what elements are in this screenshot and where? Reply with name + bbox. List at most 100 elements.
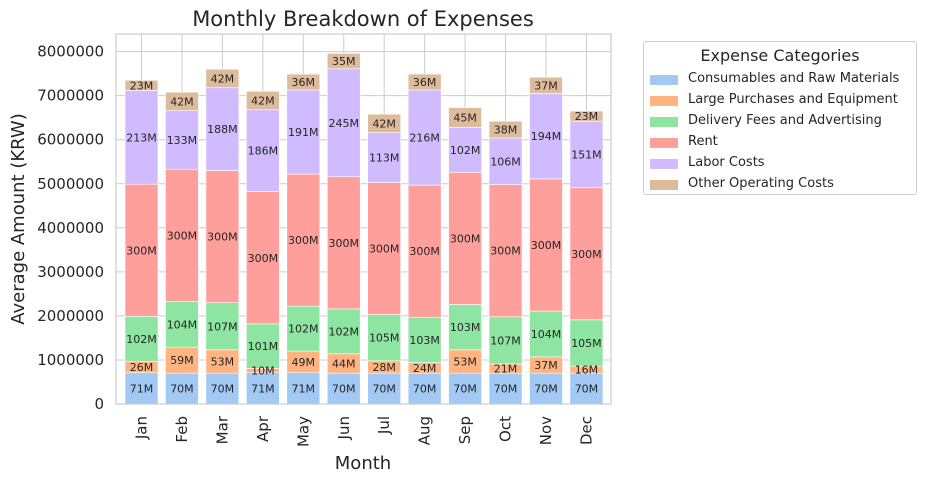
legend-label: Labor Costs <box>688 155 765 170</box>
y-tick-label: 4000000 <box>37 219 104 237</box>
bar-data-label: 300M <box>450 232 481 245</box>
y-axis-ticks: 0 1000000 2000000 3000000 4000000 5000000 6000… <box>37 43 104 413</box>
bar-data-label: 300M <box>490 245 521 258</box>
chart-title: Monthly Breakdown of Expenses <box>192 7 534 31</box>
x-tick-label: Jun <box>335 416 353 440</box>
plot-frame <box>115 33 612 405</box>
bar-data-label: 53M <box>211 355 235 368</box>
bar-segment <box>367 113 402 133</box>
y-tick-label: 0 <box>94 395 104 413</box>
bar-data-label: 102M <box>450 144 481 157</box>
bar-data-label: 70M <box>170 383 194 396</box>
bar-data-label: 300M <box>329 237 360 250</box>
bar-segment <box>124 90 159 185</box>
bar-data-label: 42M <box>372 117 396 130</box>
bar-data-label: 103M <box>409 334 440 347</box>
bar-data-label: 107M <box>490 334 521 347</box>
bar-data-label: 300M <box>167 229 198 242</box>
x-tick-label: May <box>294 416 312 447</box>
bar-data-label: 28M <box>372 361 396 374</box>
bar-data-label: 113M <box>369 152 400 165</box>
bar-segment <box>205 87 240 171</box>
bar-segment <box>569 120 604 189</box>
legend-title: Expense Categories <box>700 46 860 65</box>
bar-data-label: 44M <box>332 357 356 370</box>
bar-segment <box>286 173 321 307</box>
y-tick-label: 3000000 <box>37 263 104 281</box>
y-tick-label: 6000000 <box>37 131 104 149</box>
legend-swatch <box>650 75 678 85</box>
bar-segment <box>367 372 402 405</box>
bar-segment <box>326 68 361 178</box>
bar-segment <box>205 302 240 351</box>
bar-data-label: 151M <box>571 148 602 161</box>
bar-segment <box>488 137 523 185</box>
bar-segment <box>448 172 482 305</box>
bar-data-label: 23M <box>130 79 154 92</box>
bar-segment <box>448 127 482 173</box>
x-tick-label: Feb <box>173 416 191 443</box>
x-tick-label: Jul <box>375 416 393 435</box>
bar-data-label: 26M <box>130 361 154 374</box>
x-axis-ticks: Jan Feb Mar Apr May Jun Jul Aug Sep Oct Nov Dec <box>133 415 596 447</box>
bar-data-label: 70M <box>372 383 396 396</box>
bar-segment <box>407 316 442 363</box>
bar-data-label: 188M <box>207 123 238 136</box>
legend-swatch <box>650 159 678 169</box>
bar-data-label: 102M <box>126 333 157 346</box>
bar-segment <box>165 168 199 302</box>
x-tick-label: Oct <box>497 416 515 442</box>
bar-data-label: 45M <box>453 111 477 124</box>
bar-segment <box>529 93 563 180</box>
bar-segment <box>367 314 402 362</box>
y-tick-label: 1000000 <box>37 351 104 369</box>
bar-segment <box>326 53 361 70</box>
bar-data-label: 36M <box>413 76 437 89</box>
legend-entry: Delivery Fees and Advertising <box>650 113 912 134</box>
bar-segment <box>246 90 280 111</box>
bar-data-label: 300M <box>369 243 400 256</box>
bar-segment <box>569 110 604 122</box>
bar-data-label: 107M <box>207 320 238 333</box>
x-tick-label: Sep <box>456 416 474 444</box>
bars <box>124 53 604 405</box>
bar-data-label: 16M <box>575 364 599 377</box>
bar-segment <box>165 301 199 348</box>
x-tick-label: Dec <box>577 416 595 445</box>
bar-segment <box>124 372 159 405</box>
bar-segment <box>448 107 482 128</box>
y-tick-label: 5000000 <box>37 175 104 193</box>
bar-data-label: 300M <box>126 244 157 257</box>
legend-entry: Consumables and Raw Materials <box>650 71 912 92</box>
bar-data-label: 71M <box>251 382 275 395</box>
bar-data-label: 102M <box>288 323 319 336</box>
legend-label: Consumables and Raw Materials <box>688 71 900 86</box>
bar-data-label: 59M <box>170 354 194 367</box>
bar-data-label: 70M <box>453 383 477 396</box>
bar-segment <box>407 184 442 318</box>
bar-data-label: 70M <box>575 383 599 396</box>
bar-segment <box>448 304 482 351</box>
bar-data-label: 70M <box>413 383 437 396</box>
bar-segment <box>448 372 482 405</box>
x-tick-label: Jan <box>133 416 151 440</box>
bar-data-label: 71M <box>292 382 316 395</box>
bar-segment <box>529 310 563 358</box>
bar-segment <box>165 372 199 405</box>
bar-data-label: 104M <box>167 318 198 331</box>
x-tick-label: Mar <box>213 415 231 444</box>
bar-data-label: 10M <box>251 365 275 378</box>
x-tick-label: Nov <box>537 416 555 445</box>
bar-segment <box>488 316 523 365</box>
bar-data-label: 42M <box>211 72 235 85</box>
bar-segment <box>246 191 280 325</box>
bar-data-label: 38M <box>494 124 518 137</box>
legend-entry: Other Operating Costs <box>650 176 912 197</box>
y-tick-label: 2000000 <box>37 307 104 325</box>
legend-entry: Rent <box>650 134 912 155</box>
bar-data-label: 70M <box>494 383 518 396</box>
bar-data-label: 102M <box>329 325 360 338</box>
bar-segment <box>529 76 563 94</box>
legend: Expense Categories Consumables and Raw M… <box>643 41 917 195</box>
bar-data-label: 300M <box>248 252 279 265</box>
